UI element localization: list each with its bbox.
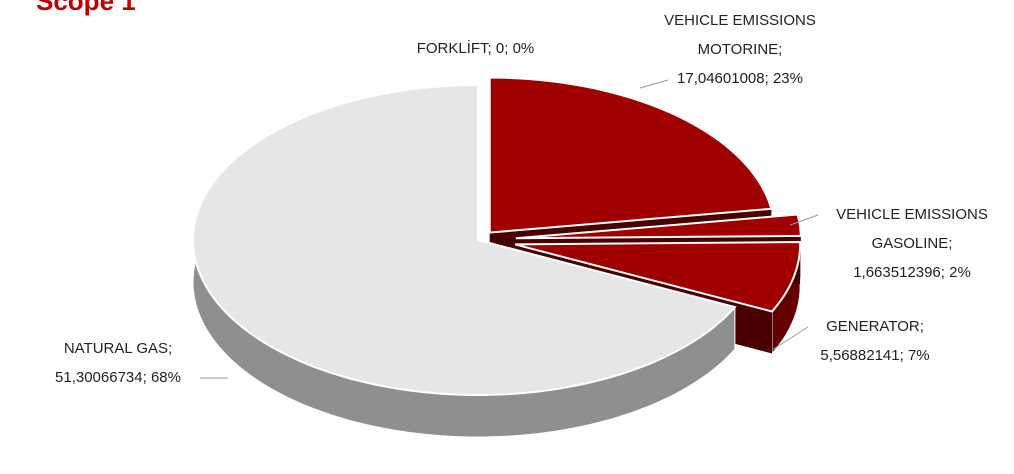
data-label: VEHICLE EMISSIONS MOTORINE; 17,04601008;… (660, 6, 820, 93)
data-label: GENERATOR; 5,56882141; 7% (800, 312, 950, 370)
chart-title: Scope 1 (36, 0, 136, 17)
data-label: VEHICLE EMISSIONS GASOLINE; 1,663512396;… (832, 200, 992, 287)
data-label: FORKLİFT; 0; 0% (408, 34, 543, 63)
slice (490, 78, 772, 233)
page: Scope 1 FORKLİFT; 0; 0% VEHICLE EMISSIONS… (0, 0, 1014, 474)
data-label: NATURAL GAS; 51,30066734; 68% (28, 334, 208, 392)
